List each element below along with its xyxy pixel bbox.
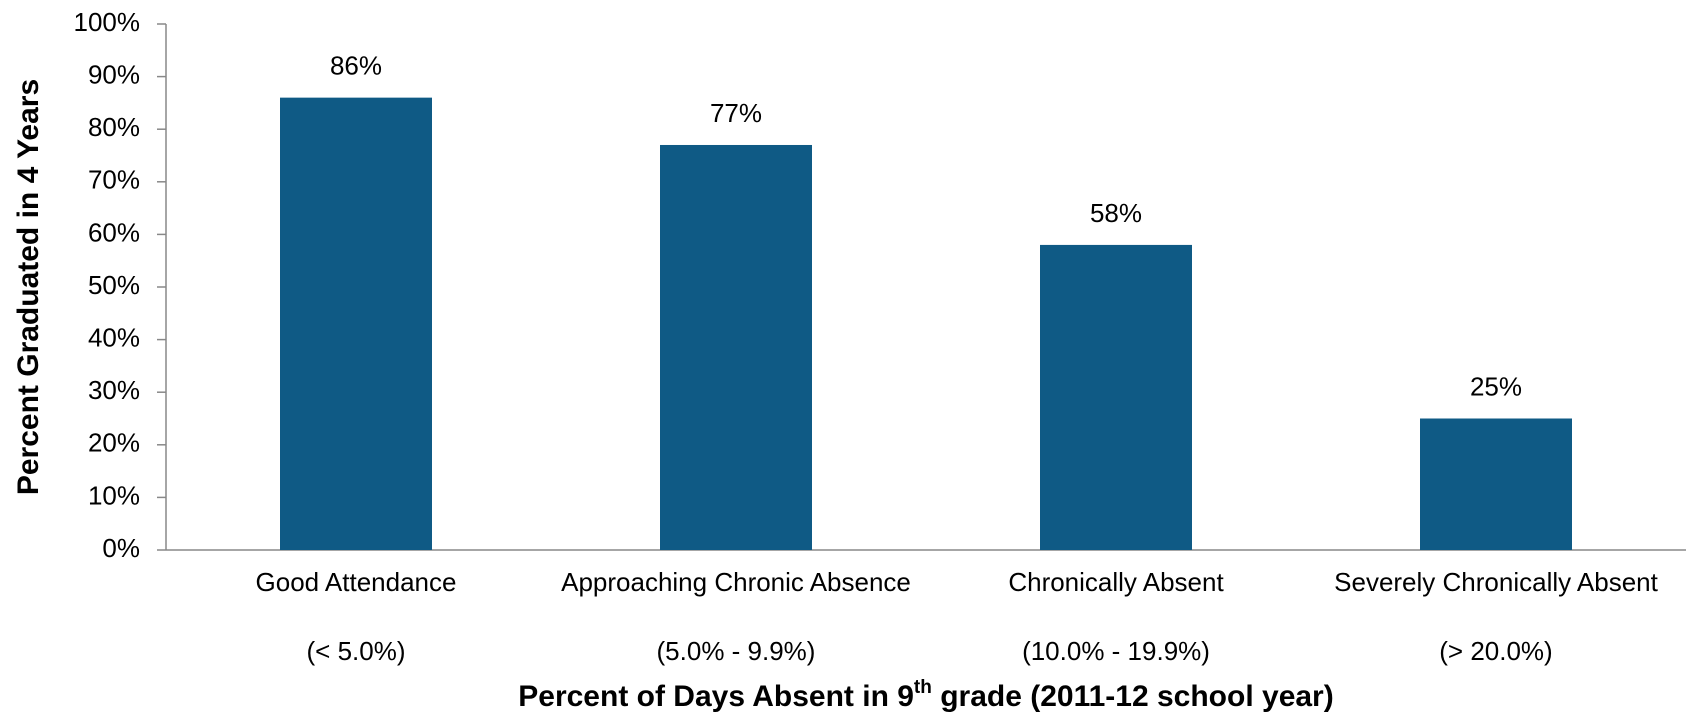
y-tick-label: 90% bbox=[88, 59, 140, 89]
y-tick-label: 20% bbox=[88, 428, 140, 458]
x-tick-label: Severely Chronically Absent bbox=[1334, 567, 1658, 597]
y-tick-label: 30% bbox=[88, 375, 140, 405]
y-tick-label: 60% bbox=[88, 217, 140, 247]
bar bbox=[1040, 244, 1192, 551]
y-tick-label: 50% bbox=[88, 270, 140, 300]
x-tick-label: Good Attendance bbox=[256, 567, 457, 597]
y-axis-label: Percent Graduated in 4 Years bbox=[12, 79, 45, 495]
x-tick-label: Approaching Chronic Absence bbox=[561, 567, 911, 597]
y-tick-label: 10% bbox=[88, 480, 140, 510]
data-label: 77% bbox=[710, 98, 762, 128]
bar bbox=[1420, 418, 1572, 550]
data-label: 86% bbox=[330, 51, 382, 81]
data-label: 58% bbox=[1090, 198, 1142, 228]
bar bbox=[280, 97, 432, 550]
x-tick-range: (> 20.0%) bbox=[1439, 636, 1552, 666]
x-tick-range: (< 5.0%) bbox=[307, 636, 406, 666]
bar bbox=[660, 144, 812, 551]
y-tick-label: 100% bbox=[74, 7, 141, 37]
x-axis-label: Percent of Days Absent in 9th grade (201… bbox=[518, 677, 1333, 713]
data-label: 25% bbox=[1470, 371, 1522, 401]
x-tick-range: (10.0% - 19.9%) bbox=[1022, 636, 1210, 666]
y-tick-label: 0% bbox=[102, 533, 140, 563]
x-tick-label: Chronically Absent bbox=[1008, 567, 1224, 597]
y-tick-label: 70% bbox=[88, 165, 140, 195]
x-tick-range: (5.0% - 9.9%) bbox=[657, 636, 816, 666]
y-tick-label: 80% bbox=[88, 112, 140, 142]
y-tick-label: 40% bbox=[88, 322, 140, 352]
